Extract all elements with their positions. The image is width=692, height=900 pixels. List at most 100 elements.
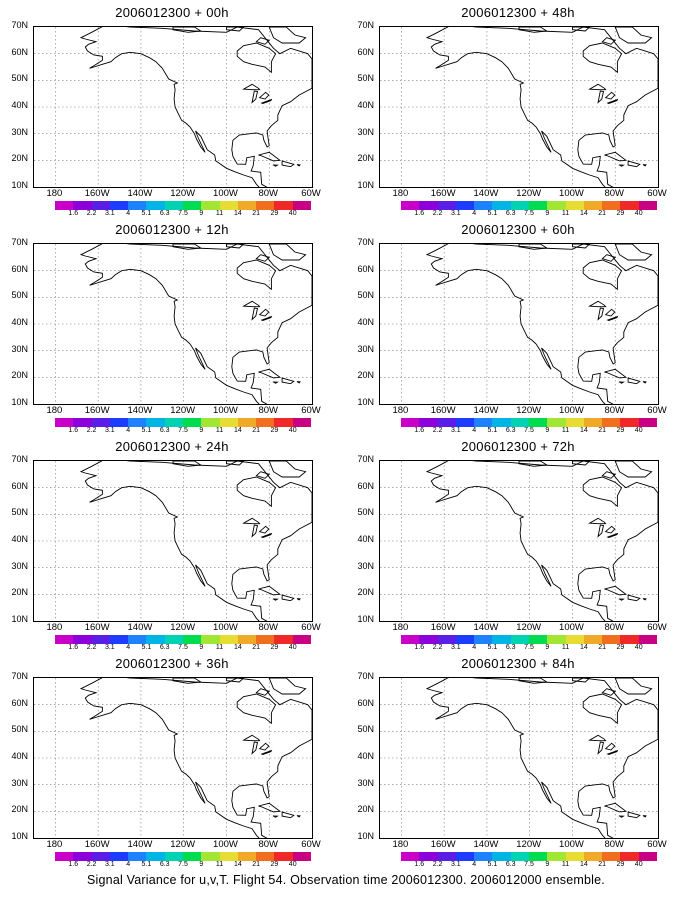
longitude-label: 160W [84,622,110,633]
colorbar-label: 4 [126,427,131,434]
colorbar-swatch [620,852,639,861]
colorbar-swatch [237,635,257,644]
colorbar-label: 14 [233,427,242,434]
colorbar-swatch [164,418,183,427]
colorbar-label: 6.3 [159,210,170,217]
latitude-label: 40N [11,317,28,327]
latitude-label: 70N [357,237,374,247]
latitude-label: 30N [357,126,374,137]
colorbar-swatch [219,418,238,427]
latitude-label: 20N [11,804,28,815]
colorbar-label: 40 [288,210,297,217]
colorbar [55,635,311,644]
colorbar-label: 9 [545,427,550,434]
map-canvas [380,27,658,187]
latitude-label: 20N [357,587,374,598]
colorbar-swatch [73,201,92,210]
latitude-label: 30N [357,343,374,354]
colorbar-swatch [437,201,456,210]
map-area [379,460,659,622]
latitude-label: 40N [357,317,374,327]
colorbar-swatch [455,852,475,861]
latitude-label: 50N [357,73,374,84]
latitude-label: 30N [357,560,374,571]
map-panel: 2006012300 + 60h 70N 60N 50N 40N 30N 20N 10N 180… [346,217,692,434]
colorbar-label: 14 [579,644,588,651]
coastline [79,27,312,187]
colorbar-swatch [201,852,220,861]
longitude-label: 180 [392,622,409,633]
latitude-label: 40N [357,751,374,761]
colorbar-swatch [274,635,293,644]
colorbar-label: 5.1 [487,861,498,868]
map-area [33,26,313,188]
map-panel: 2006012300 + 72h 70N 60N 50N 40N 30N 20N 10N 180… [346,434,692,651]
panel-title: 2006012300 + 36h [115,656,229,671]
colorbar-swatch [182,418,202,427]
longitude-label: 140W [127,839,153,850]
colorbar-label: 29 [616,861,625,868]
colorbar-swatch [419,418,438,427]
longitude-label: 100W [213,188,238,199]
colorbar-swatch [55,635,74,644]
colorbar-swatch [455,201,475,210]
latitude-label: 70N [357,671,374,681]
colorbar-label: 21 [598,427,607,434]
longitude-label: 60W [301,188,321,199]
colorbar-swatch [492,201,511,210]
colorbar-label: 2.2 [432,210,443,217]
colorbar-swatch [510,635,529,644]
colorbar-label: 6.3 [159,644,170,651]
panel-title: 2006012300 + 72h [461,439,575,454]
colorbar-swatch [565,418,584,427]
latitude-label: 20N [357,804,374,815]
colorbar-swatch [547,418,566,427]
longitude-label: 140W [473,188,499,199]
map-canvas [34,27,312,187]
colorbar-swatch [274,418,293,427]
latitude-label: 10N [11,180,28,190]
panel-title: 2006012300 + 48h [461,5,575,20]
colorbar-label: 4 [472,427,477,434]
colorbar-label: 3.1 [450,861,461,868]
longitude-label: 120W [170,405,196,416]
colorbar-label: 9 [545,644,550,651]
colorbar-swatch [55,201,74,210]
colorbar [401,635,657,644]
map-panel: 2006012300 + 12h 70N 60N 50N 40N 30N 20N 10N 180… [0,217,346,434]
coastline [425,27,658,187]
colorbar-label: 40 [634,427,643,434]
colorbar-swatch [292,852,311,861]
colorbar-swatch [109,635,129,644]
longitude-label: 120W [170,622,196,633]
colorbar-label: 5.1 [487,210,498,217]
colorbar-swatch [547,201,566,210]
longitude-label: 180 [46,839,63,850]
colorbar-swatch [620,635,639,644]
colorbar-label: 3.1 [450,644,461,651]
latitude-label: 40N [11,751,28,761]
coastline [425,678,658,838]
latitude-label: 10N [357,397,374,407]
colorbar-swatch [510,418,529,427]
colorbar-swatch [274,201,293,210]
colorbar-label: 9 [199,644,204,651]
colorbar-swatch [256,418,275,427]
latitude-label: 70N [11,454,28,464]
colorbar-swatch [256,201,275,210]
colorbar-label: 1.6 [68,861,79,868]
colorbar-swatch [128,418,147,427]
colorbar-label: 3.1 [104,861,115,868]
longitude-label: 60W [301,839,321,850]
colorbar-swatch [292,418,311,427]
colorbar-label: 1.6 [414,427,425,434]
colorbar-swatch [620,201,639,210]
colorbar-label: 21 [598,644,607,651]
colorbar-label: 6.3 [159,861,170,868]
longitude-label: 100W [559,839,584,850]
latitude-label: 50N [11,724,28,735]
latitude-label: 40N [11,100,28,110]
longitude-label: 180 [46,405,63,416]
longitude-label: 160W [84,405,110,416]
colorbar-swatch [602,635,621,644]
